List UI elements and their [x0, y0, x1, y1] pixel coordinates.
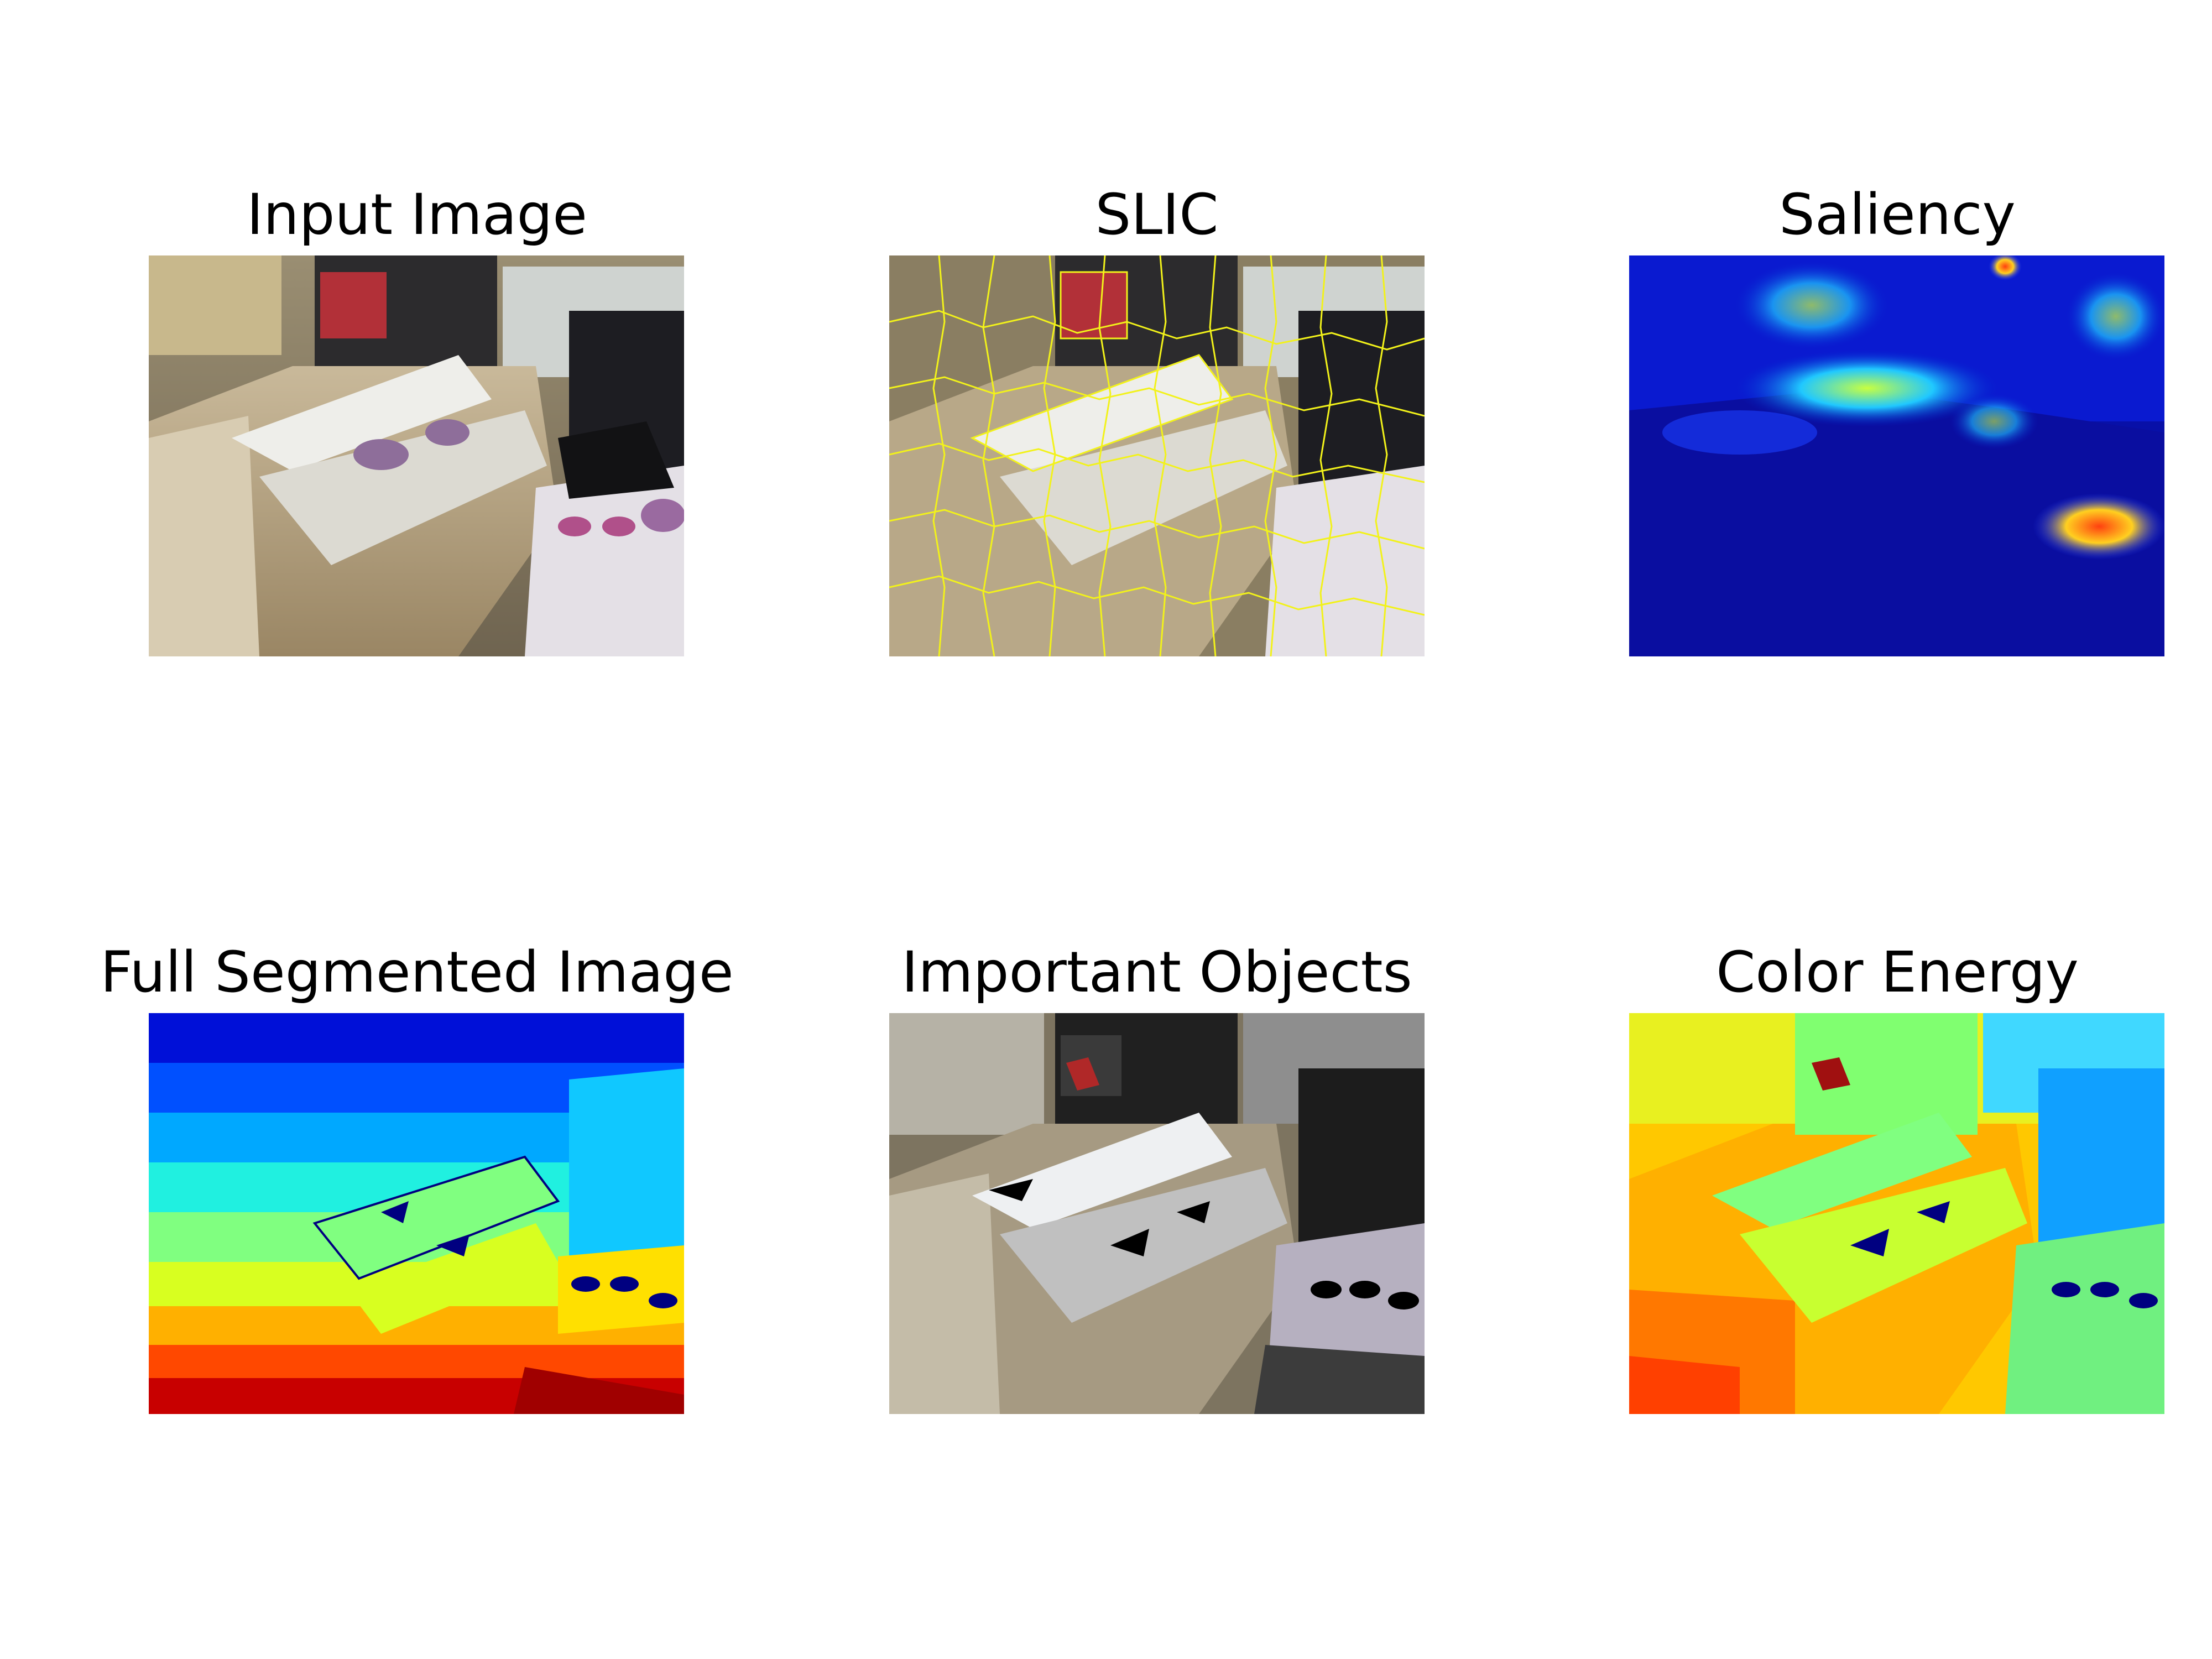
panel-title-slic: SLIC [1095, 182, 1219, 248]
saliency-map [1629, 255, 2164, 656]
panel-title-input: Input Image [247, 182, 587, 248]
slic-image [889, 255, 1425, 656]
input-image [149, 255, 684, 656]
panel-title-color-energy: Color Energy [1716, 940, 2079, 1005]
color-energy-image [1629, 1013, 2164, 1414]
panel-title-saliency: Saliency [1779, 182, 2016, 248]
full-segmented-image [149, 1013, 684, 1414]
panel-title-full-segmented: Full Segmented Image [100, 940, 734, 1005]
important-objects-image [889, 1013, 1425, 1414]
panel-title-important-objects: Important Objects [901, 940, 1412, 1005]
